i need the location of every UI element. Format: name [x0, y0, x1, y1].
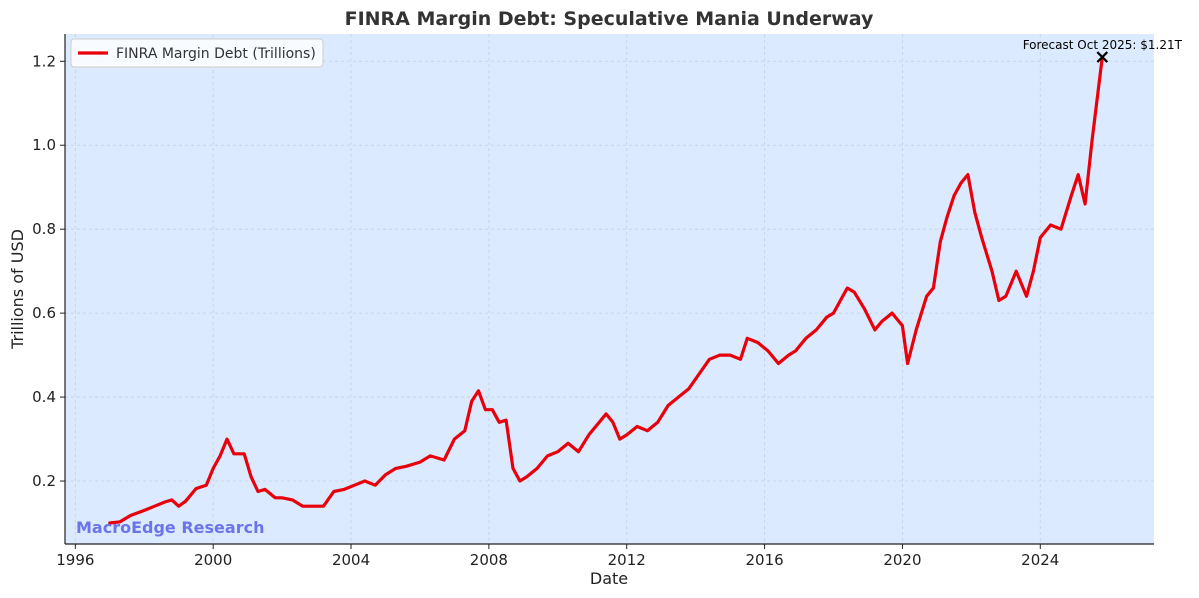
x-axis-label: Date — [590, 569, 628, 588]
x-tick-label: 2012 — [608, 551, 646, 569]
y-tick-label: 1.2 — [32, 52, 56, 70]
plot-area — [65, 34, 1154, 544]
watermark: MacroEdge Research — [76, 518, 264, 537]
forecast-annotation: Forecast Oct 2025: $1.21T — [1023, 38, 1183, 52]
legend-box — [70, 38, 324, 68]
y-axis-label: Trillions of USD — [8, 229, 27, 350]
x-tick-label: 2000 — [194, 551, 232, 569]
x-tick-label: 1996 — [56, 551, 94, 569]
y-tick-label: 0.6 — [32, 304, 56, 322]
chart-title: FINRA Margin Debt: Speculative Mania Und… — [345, 8, 874, 30]
y-tick-label: 0.8 — [32, 220, 56, 238]
legend-label: FINRA Margin Debt (Trillions) — [116, 46, 316, 62]
x-tick-label: 2020 — [883, 551, 921, 569]
x-tick-label: 2004 — [332, 551, 370, 569]
axes — [60, 34, 1154, 549]
x-tick-label: 2024 — [1021, 551, 1059, 569]
x-tick-label: 2016 — [745, 551, 783, 569]
tick-labels: 1996 2000 2004 2008 2012 2016 2020 2024 0.2 0.4 0.… — [32, 52, 1059, 569]
series-line-finra-margin-debt — [108, 55, 1104, 525]
forecast-marker — [1096, 51, 1109, 63]
x-tick-label: 2008 — [470, 551, 508, 569]
y-tick-label: 0.4 — [32, 388, 56, 406]
y-tick-label: 1.0 — [32, 136, 56, 154]
legend: FINRA Margin Debt (Trillions) — [70, 38, 324, 68]
forecast-marker-stroke — [1096, 51, 1109, 63]
y-tick-label: 0.2 — [32, 472, 56, 490]
